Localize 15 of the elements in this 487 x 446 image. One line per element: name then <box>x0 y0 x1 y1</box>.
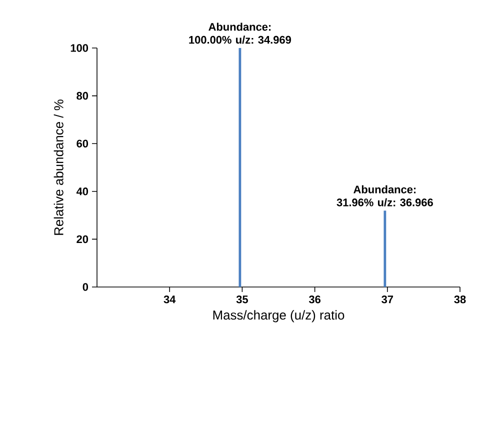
x-tick-label: 35 <box>236 296 248 304</box>
y-tick-label: 100 <box>70 44 88 52</box>
data-label: Abundance: 100.00% u/z: 34.969 <box>189 22 292 44</box>
y-tick-label: 60 <box>76 140 88 148</box>
y-tick-label: 0 <box>82 283 88 291</box>
x-tick-label: 34 <box>164 296 176 304</box>
x-tick-label: 38 <box>454 296 466 304</box>
data-label: Abundance: 31.96% u/z: 36.966 <box>336 185 433 206</box>
x-tick-label: 36 <box>308 296 320 304</box>
y-tick-label: 40 <box>76 188 88 196</box>
x-tick-label: 37 <box>382 296 394 304</box>
y-axis-title: Relative abundance / % <box>54 100 64 235</box>
y-tick-label: 20 <box>76 235 88 244</box>
y-tick-label: 80 <box>76 92 88 100</box>
x-axis-title: Mass/charge (u/z) ratio <box>213 310 344 322</box>
